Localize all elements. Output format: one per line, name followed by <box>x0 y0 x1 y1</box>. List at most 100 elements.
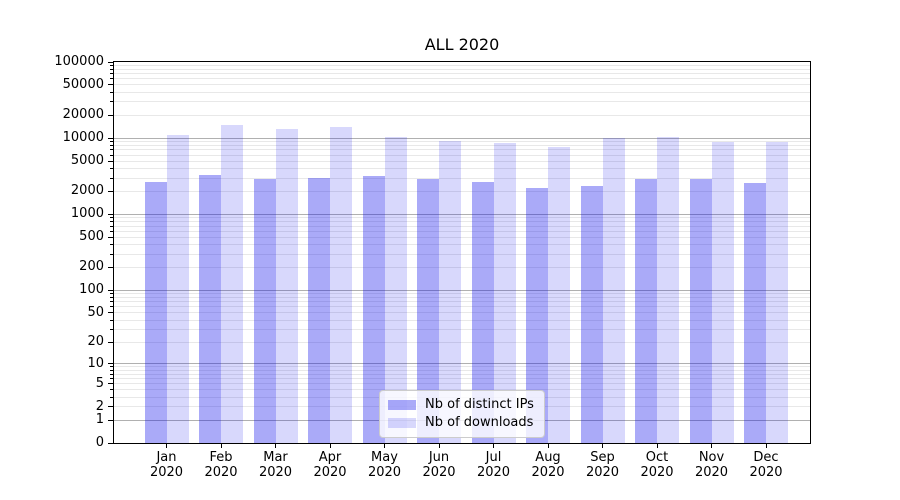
gridline-minor-70000 <box>114 73 810 75</box>
y-minor-tick-mark-9 <box>110 366 113 368</box>
y-tick-label-50: 50 <box>87 304 104 320</box>
y-tick-label-5: 5 <box>95 375 104 391</box>
y-minor-tick-mark-7000 <box>110 149 113 151</box>
bar-ips-feb <box>199 174 221 443</box>
bar-downloads-sep <box>602 137 625 443</box>
gridline-minor-800 <box>114 221 810 223</box>
y-tick-label-1: 1 <box>95 412 104 428</box>
y-tick-mark-200 <box>108 266 113 268</box>
y-tick-mark-500 <box>108 236 113 238</box>
bar-downloads-jan <box>166 135 189 443</box>
y-tick-label-100000: 100000 <box>54 54 104 69</box>
y-tick-label-10000: 10000 <box>62 130 104 146</box>
gridline-minor-500 <box>114 236 810 238</box>
x-tick-month-apr: Apr <box>318 450 342 465</box>
gridline-minor-900 <box>114 217 810 219</box>
x-tick-year-sep: 2020 <box>585 465 620 480</box>
x-tick-mark-aug <box>547 443 549 448</box>
y-tick-mark-50000 <box>108 84 113 86</box>
x-tick-mark-nov <box>711 443 712 448</box>
y-tick-label-2: 2 <box>95 398 104 414</box>
x-tick-year-mar: 2020 <box>258 465 293 480</box>
y-tick-label-20: 20 <box>87 334 104 350</box>
x-tick-year-nov: 2020 <box>694 465 729 480</box>
y-minor-tick-mark-30000 <box>110 101 113 103</box>
y-tick-mark-10 <box>108 363 113 365</box>
bar-ips-jul <box>471 182 494 443</box>
legend: Nb of distinct IPs Nb of downloads <box>379 390 545 438</box>
y-tick-label-200: 200 <box>79 259 104 275</box>
gridline-minor-20 <box>114 341 810 343</box>
gridline-minor-50000 <box>114 84 810 86</box>
x-tick-month-jan: Jan <box>156 450 177 465</box>
x-tick-label-dec: Dec 2020 <box>738 450 794 480</box>
gridline-minor-5 <box>114 383 810 385</box>
gridline-minor-8000 <box>114 145 810 147</box>
x-tick-month-aug: Aug <box>535 450 561 465</box>
y-minor-tick-mark-8000 <box>110 145 113 147</box>
bar-ips-jan <box>144 181 167 443</box>
y-minor-tick-mark-3 <box>110 396 113 398</box>
y-tick-label-500: 500 <box>79 229 104 245</box>
x-tick-month-may: May <box>371 450 398 465</box>
bar-downloads-jun <box>439 140 461 443</box>
chart-title: ALL 2020 <box>424 35 500 54</box>
y-tick-mark-20000 <box>108 114 113 116</box>
y-tick-mark-10000 <box>108 137 113 139</box>
x-tick-mark-dec <box>765 443 767 448</box>
legend-item-downloads: Nb of downloads <box>388 415 534 431</box>
x-tick-mark-jan <box>166 443 167 448</box>
y-minor-tick-mark-90 <box>110 293 113 295</box>
gridline-major-10 <box>114 363 810 365</box>
y-minor-tick-mark-700 <box>110 225 113 227</box>
y-tick-label-10: 10 <box>87 355 104 371</box>
gridline-minor-60000 <box>114 78 810 80</box>
x-tick-mark-jul <box>493 443 494 448</box>
gridline-minor-90 <box>114 293 810 295</box>
gridline-minor-5000 <box>114 160 810 162</box>
gridline-minor-4000 <box>114 168 810 169</box>
y-minor-tick-mark-60 <box>110 306 113 308</box>
y-minor-tick-mark-300 <box>110 253 113 255</box>
x-tick-mark-apr <box>329 443 331 448</box>
y-minor-tick-mark-8 <box>110 369 113 371</box>
y-tick-mark-100 <box>108 289 113 291</box>
bar-downloads-may <box>384 136 407 443</box>
x-tick-year-jul: 2020 <box>476 465 511 480</box>
bar-ips-oct <box>635 178 657 443</box>
gridline-major-10000 <box>114 137 810 139</box>
y-minor-tick-mark-9000 <box>110 141 113 143</box>
x-tick-label-feb: Feb 2020 <box>193 450 249 480</box>
gridline-minor-300 <box>114 253 810 255</box>
bar-downloads-apr <box>330 127 352 443</box>
y-tick-mark-20 <box>108 341 113 343</box>
bar-downloads-nov <box>711 142 734 443</box>
y-tick-label-5000: 5000 <box>70 153 104 169</box>
x-tick-mark-mar <box>275 443 276 448</box>
y-tick-label-100: 100 <box>79 282 104 298</box>
y-minor-tick-mark-80000 <box>110 68 113 70</box>
y-tick-mark-1 <box>108 419 113 421</box>
x-tick-month-feb: Feb <box>209 450 233 465</box>
gridline-major-1000 <box>114 213 810 215</box>
y-minor-tick-mark-7 <box>110 373 113 375</box>
gridline-major-100 <box>114 289 810 291</box>
x-tick-label-sep: Sep 2020 <box>575 450 631 480</box>
x-tick-month-mar: Mar <box>263 450 288 465</box>
gridline-minor-60 <box>114 306 810 308</box>
bar-ips-may <box>362 175 385 443</box>
x-tick-label-aug: Aug 2020 <box>520 450 576 480</box>
y-tick-label-20000: 20000 <box>62 107 104 123</box>
y-tick-mark-50 <box>108 312 113 314</box>
gridline-minor-9 <box>114 366 810 368</box>
x-tick-label-jul: Jul 2020 <box>466 450 522 480</box>
y-tick-mark-2 <box>108 406 113 408</box>
bar-ips-apr <box>308 178 330 443</box>
x-tick-month-jun: Jun <box>428 450 450 465</box>
x-tick-year-aug: 2020 <box>531 465 565 480</box>
bar-downloads-oct <box>657 136 679 443</box>
gridline-minor-40000 <box>114 91 810 93</box>
x-tick-year-apr: 2020 <box>313 465 347 480</box>
x-tick-label-nov: Nov 2020 <box>684 450 740 480</box>
gridline-minor-30 <box>114 328 810 330</box>
